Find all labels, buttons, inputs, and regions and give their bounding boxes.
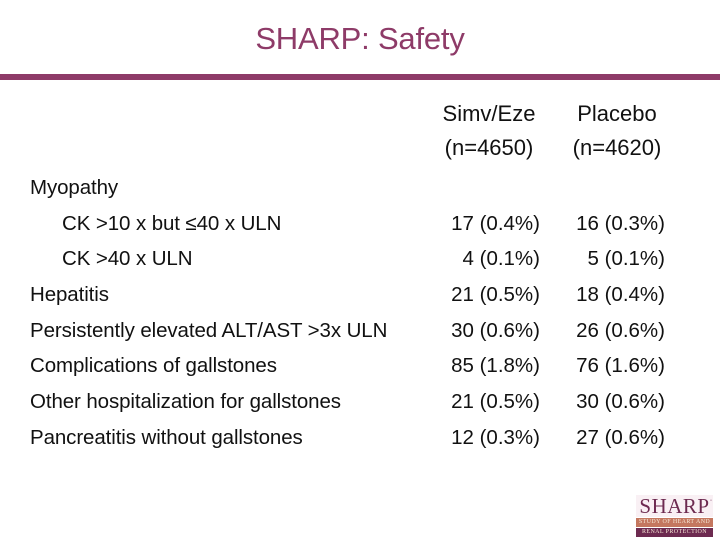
table-row: Hepatitis 21 (0.5%) 18 (0.4%): [30, 277, 665, 313]
simv-eze-value: 17 (0.4%): [451, 211, 540, 235]
column-header-simv-eze: Simv/Eze (n=4650): [422, 97, 556, 165]
simv-eze-value: 4 (0.1%): [462, 247, 540, 271]
column-header-placebo-name: Placebo: [577, 101, 657, 126]
column-header-placebo-n: (n=4620): [572, 135, 662, 160]
placebo-value: 18 (0.4%): [576, 283, 665, 307]
row-label: CK >10 x but ≤40 x ULN: [62, 211, 282, 235]
table-row: Other hospitalization for gallstones 21 …: [30, 384, 665, 420]
simv-eze-value: 85 (1.8%): [451, 354, 540, 378]
placebo-value: 16 (0.3%): [576, 211, 665, 235]
placebo-value: 30 (0.6%): [576, 390, 665, 414]
placebo-value: 5 (0.1%): [587, 247, 665, 271]
row-label: Myopathy: [30, 176, 119, 199]
simv-eze-value: 30 (0.6%): [451, 318, 540, 342]
simv-eze-value: 21 (0.5%): [451, 390, 540, 414]
row-label: Pancreatitis without gallstones: [30, 425, 303, 449]
column-header-placebo: Placebo (n=4620): [550, 97, 684, 165]
table-row: Pancreatitis without gallstones 12 (0.3%…: [30, 420, 665, 456]
row-label: CK >40 x ULN: [62, 247, 193, 271]
sharp-logo-text: SHARP: [639, 494, 710, 518]
sharp-logo-trademark-tick: ˈ: [709, 498, 713, 508]
simv-eze-value: [425, 170, 540, 206]
sharp-logo: SHARP ˈ STUDY OF HEART AND RENAL PROTECT…: [636, 495, 713, 537]
placebo-value: 76 (1.6%): [576, 354, 665, 378]
placebo-value: 27 (0.6%): [576, 425, 665, 449]
title-divider-line: [0, 74, 720, 80]
row-label: Persistently elevated ALT/AST >3x ULN: [30, 318, 388, 342]
row-label: Hepatitis: [30, 283, 109, 307]
sharp-logo-wordmark: SHARP ˈ: [636, 495, 713, 517]
simv-eze-value: 12 (0.3%): [451, 425, 540, 449]
safety-table: Myopathy CK >10 x but ≤40 x ULN 17 (0.4%…: [30, 170, 665, 456]
simv-eze-value: 21 (0.5%): [451, 283, 540, 307]
table-row: Complications of gallstones 85 (1.8%) 76…: [30, 348, 665, 384]
row-label: Other hospitalization for gallstones: [30, 390, 341, 414]
column-header-simv-eze-n: (n=4650): [444, 135, 534, 160]
placebo-value: 26 (0.6%): [576, 318, 665, 342]
table-row: CK >10 x but ≤40 x ULN 17 (0.4%) 16 (0.3…: [30, 206, 665, 242]
table-row: Myopathy: [30, 170, 665, 206]
sharp-logo-band-renal: RENAL PROTECTION: [636, 528, 713, 537]
row-label: Complications of gallstones: [30, 354, 277, 378]
table-row: CK >40 x ULN 4 (0.1%) 5 (0.1%): [30, 241, 665, 277]
column-header-simv-eze-name: Simv/Eze: [442, 101, 536, 126]
table-row: Persistently elevated ALT/AST >3x ULN 30…: [30, 313, 665, 349]
sharp-logo-band-study: STUDY OF HEART AND: [636, 518, 713, 527]
placebo-value: [540, 170, 665, 206]
slide-title: SHARP: Safety: [255, 21, 465, 56]
